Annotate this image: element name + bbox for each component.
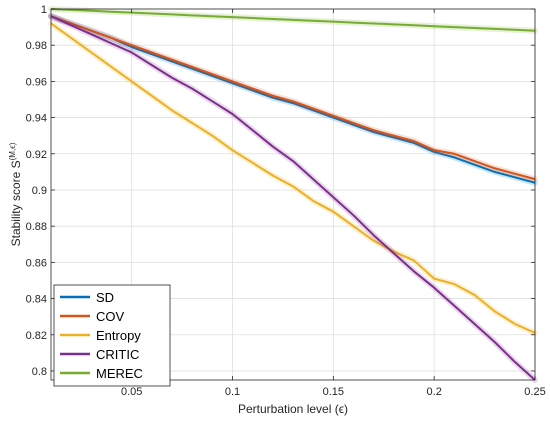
y-tick-label: 0.9 — [32, 185, 47, 197]
y-tick-label: 0.88 — [26, 221, 47, 233]
series-line-cov — [50, 15, 536, 181]
series-line-critic — [50, 15, 536, 381]
x-tick-label: 0.1 — [225, 386, 240, 398]
series-layer — [48, 6, 538, 383]
y-axis-label-main: Stability score S — [9, 160, 23, 246]
y-tick-label: 0.84 — [26, 294, 47, 306]
series-line-entropy — [50, 22, 536, 334]
x-tick-label: 0.25 — [524, 386, 545, 398]
legend-label-cov: COV — [96, 309, 125, 324]
legend-label-sd: SD — [96, 290, 114, 305]
x-tick-label: 0.05 — [121, 386, 142, 398]
y-axis-label-superscript: (M,ϵ) — [8, 142, 17, 160]
x-tick-label: 0.15 — [323, 386, 344, 398]
y-tick-label: 0.94 — [26, 113, 47, 125]
y-tick-label: 0.82 — [26, 330, 47, 342]
axis-ticks: 0.05 0.1 0.15 0.2 0.25 0.8 0.82 0.84 0.86 0.88 0.9… — [26, 4, 546, 398]
legend-label-merec: MEREC — [96, 366, 143, 381]
y-axis-label: Stability score S(M,ϵ) — [8, 142, 23, 246]
legend: SD COV Entropy CRITIC MEREC — [53, 284, 171, 387]
y-tick-label: 0.96 — [26, 76, 47, 88]
y-tick-label: 0.8 — [32, 366, 47, 378]
legend-label-entropy: Entropy — [96, 328, 141, 343]
y-tick-label: 0.86 — [26, 257, 47, 269]
plot-border — [50, 8, 536, 381]
y-tick-label: 1 — [41, 4, 47, 16]
y-tick-label: 0.98 — [26, 40, 47, 52]
series-line-sd — [50, 15, 536, 184]
x-tick-label: 0.2 — [427, 386, 442, 398]
legend-label-critic: CRITIC — [96, 347, 139, 362]
x-axis-label: Perturbation level (ϵ) — [238, 402, 348, 416]
y-tick-label: 0.92 — [26, 149, 47, 161]
